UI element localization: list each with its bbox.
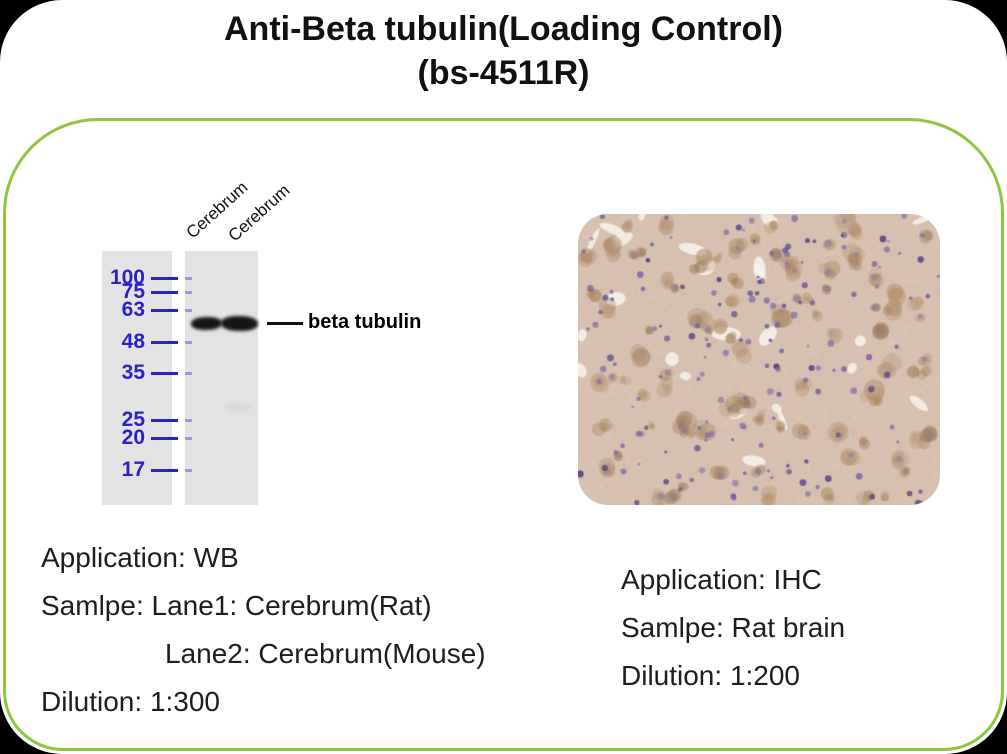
wb-faint-band	[224, 404, 251, 411]
mw-marker-100: 100	[0, 267, 200, 289]
mw-marker-dash	[151, 309, 178, 312]
mw-marker-tick	[185, 277, 192, 280]
mw-marker-dash	[151, 469, 178, 472]
mw-marker-tick	[185, 341, 192, 344]
mw-marker-tick	[185, 419, 192, 422]
wb-info-block: Application: WB Samlpe: Lane1: Cerebrum(…	[41, 534, 486, 726]
wb-application: Application: WB	[41, 542, 239, 573]
mw-marker-dash	[151, 341, 178, 344]
ihc-info-block: Application: IHC Samlpe: Rat brain Dilut…	[621, 556, 845, 700]
mw-marker-25: 25	[0, 409, 200, 431]
wb-sample-lane2: Lane2: Cerebrum(Mouse)	[165, 638, 486, 669]
mw-marker-20: 20	[0, 427, 200, 449]
sample-lanes-strip	[185, 251, 258, 505]
mw-marker-63: 63	[0, 299, 200, 321]
mw-marker-tick	[185, 469, 192, 472]
title-line2: (bs-4511R)	[417, 54, 590, 92]
mw-marker-35: 35	[0, 362, 200, 384]
mw-marker-75: 75	[0, 281, 200, 303]
mw-marker-dash	[151, 277, 178, 280]
band-pointer-line	[267, 322, 303, 325]
mw-marker-label: 100	[109, 266, 145, 289]
mw-marker-tick	[185, 372, 192, 375]
title-line1: Anti-Beta tubulin(Loading Control)	[224, 10, 783, 48]
wb-dilution: Dilution: 1:300	[41, 686, 221, 717]
green-border-frame	[3, 118, 1004, 751]
mw-marker-label: 20	[121, 426, 145, 449]
mw-marker-label: 63	[121, 298, 145, 321]
mw-marker-dash	[151, 372, 178, 375]
mw-marker-label: 35	[121, 361, 145, 384]
ihc-micrograph	[578, 214, 940, 505]
mw-marker-48: 48	[0, 331, 200, 353]
wb-band-lane2	[220, 315, 259, 332]
mw-marker-17: 17	[0, 459, 200, 481]
mw-marker-tick	[185, 291, 192, 294]
mw-marker-dash	[151, 437, 178, 440]
mw-marker-tick	[185, 437, 192, 440]
wb-sample-lane1: Samlpe: Lane1: Cerebrum(Rat)	[41, 590, 432, 621]
mw-marker-tick	[185, 309, 192, 312]
figure-title: Anti-Beta tubulin(Loading Control) (bs-4…	[0, 10, 1007, 93]
mw-marker-label: 25	[121, 408, 145, 431]
ihc-application: Application: IHC	[621, 564, 822, 595]
band-label: beta tubulin	[308, 311, 422, 333]
mw-marker-label: 48	[121, 330, 145, 353]
mw-marker-label: 75	[121, 280, 145, 303]
mw-marker-dash	[151, 291, 178, 294]
mw-marker-dash	[151, 419, 178, 422]
ihc-sample: Samlpe: Rat brain	[621, 612, 846, 643]
mw-marker-label: 17	[121, 458, 145, 481]
ihc-dilution: Dilution: 1:200	[621, 660, 801, 691]
